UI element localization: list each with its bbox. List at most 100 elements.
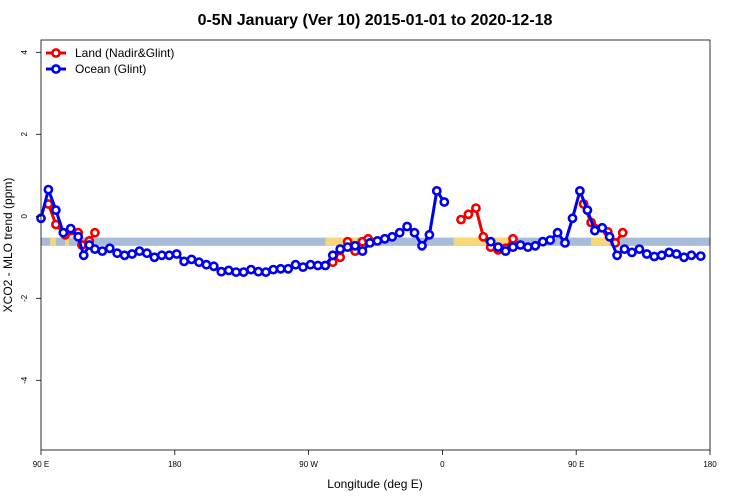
y-tick-label-2: 0: [20, 214, 29, 219]
series-1-point-1-16: [604, 231, 615, 242]
series-1-point-1-26: [679, 252, 689, 263]
series-1-point-1-13: [582, 205, 593, 215]
series-1: [36, 184, 706, 277]
series-1-point-0-42: [342, 242, 353, 252]
series-1-point-1-17: [612, 250, 622, 261]
series-1-point-0-44: [357, 246, 368, 256]
series-1-point-0-6: [78, 250, 89, 261]
series-1-point-1-24: [664, 247, 674, 258]
series-1-point-0-49: [394, 227, 405, 238]
legend-marker-1: [51, 64, 61, 74]
series-1-point-1-19: [627, 247, 637, 258]
series-1-point-1-0: [485, 236, 496, 247]
series-0-point-2-2: [470, 203, 481, 213]
series-0-point-1-1: [335, 252, 346, 263]
series-1-point-0-51: [409, 227, 420, 238]
series-1-point-1-6: [530, 240, 541, 251]
series-1-point-0-30: [253, 266, 264, 277]
series-1-point-1-7: [537, 236, 548, 247]
x-tick-label-0: 90 E: [33, 460, 49, 469]
x-axis: 90 E 180 90 W 0 90 E 180: [33, 450, 717, 469]
x-tick-label-2: 90 W: [299, 460, 318, 469]
series-1-point-0-16: [149, 252, 160, 263]
y-axis-label: XCO2 - MLO trend (ppm): [1, 178, 15, 313]
series-1-point-1-9: [552, 227, 563, 238]
series-1-point-1-5: [523, 242, 533, 252]
series-1-point-1-22: [649, 251, 660, 262]
land-band-2: [325, 237, 357, 246]
series-1-point-0-3: [58, 227, 69, 238]
land-band-0: [50, 237, 56, 246]
series-0-point-2-0: [456, 214, 466, 225]
series-1-point-0-20: [179, 256, 189, 267]
y-tick-label-3: 2: [20, 132, 29, 137]
series-0-point-0-6: [90, 227, 100, 238]
y-axis: -4 -2 0 2 4: [20, 50, 41, 384]
y-tick-label-0: -4: [20, 376, 29, 384]
series-1-point-0-45: [364, 237, 375, 248]
x-axis-label: Longitude (deg E): [327, 477, 422, 491]
series-1-point-1-2: [500, 246, 511, 256]
series-1-point-0-1: [43, 184, 54, 195]
series-1-point-1-12: [575, 185, 585, 196]
series-1-point-0-21: [186, 254, 197, 265]
series-1-point-0-40: [327, 250, 338, 261]
series-1-point-0-53: [424, 229, 435, 240]
chart-title: 0-5N January (Ver 10) 2015-01-01 to 2020…: [198, 12, 553, 29]
y-tick-label-4: 4: [20, 50, 29, 55]
series-1-point-0-32: [268, 264, 279, 275]
series-1-point-0-24: [208, 261, 219, 272]
series-1-point-0-19: [171, 249, 182, 259]
series-1-point-0-2: [51, 205, 61, 215]
series-1-point-0-27: [231, 267, 241, 277]
series-1-point-0-4: [65, 223, 76, 234]
legend-marker-0: [51, 48, 61, 58]
series-1-point-0-54: [431, 185, 442, 196]
series-1-point-1-8: [545, 235, 556, 245]
series-1-point-1-28: [695, 251, 706, 261]
series-1-point-1-11: [567, 213, 578, 224]
land-band-1: [65, 237, 69, 246]
series-1-point-1-10: [560, 237, 570, 248]
land-band-4: [591, 237, 610, 246]
series-0-point-2-3: [478, 231, 489, 242]
series-1-point-0-52: [417, 240, 427, 251]
series-1-point-0-26: [223, 265, 234, 276]
series-1-point-0-8: [90, 244, 100, 254]
series-1-point-0-50: [402, 221, 412, 232]
series-1-point-0-43: [350, 240, 360, 251]
series-0-point-2-7: [508, 233, 518, 244]
series-0-point-3-4: [617, 227, 628, 238]
x-tick-label-4: 90 E: [568, 460, 584, 469]
legend-label-1: Ocean (Glint): [75, 62, 146, 76]
series-1-point-1-18: [619, 244, 630, 254]
x-tick-label-3: 0: [440, 460, 445, 469]
series-1-point-0-47: [379, 233, 390, 244]
series-1-point-0-37: [305, 259, 316, 270]
series-1-point-0-34: [283, 263, 294, 274]
plot-frame: [40, 39, 711, 451]
series-1-point-0-36: [298, 262, 308, 272]
x-tick-label-1: 180: [168, 460, 182, 469]
series-1-point-0-23: [201, 259, 212, 270]
series-1-point-0-5: [73, 231, 84, 242]
series-1-point-0-10: [104, 243, 115, 254]
legend: Land (Nadir&Glint) Ocean (Glint): [46, 46, 174, 76]
series-1-point-1-27: [686, 250, 697, 261]
series-1-point-1-3: [508, 242, 518, 252]
land-band-3: [453, 237, 512, 246]
series-1-point-0-55: [439, 197, 450, 207]
series-1-point-0-25: [216, 266, 227, 277]
series-1-point-0-39: [320, 260, 331, 271]
series-1-point-0-15: [141, 248, 152, 259]
series-0-point-2-1: [463, 209, 474, 220]
series-1-point-0-18: [164, 250, 175, 261]
series-1-point-0-48: [387, 231, 398, 242]
series-layer: [36, 184, 706, 277]
series-1-point-1-21: [641, 249, 652, 259]
legend-label-0: Land (Nadir&Glint): [75, 46, 174, 60]
x-tick-label-5: 180: [703, 460, 717, 469]
y-tick-label-1: -2: [20, 294, 29, 302]
series-1-point-0-12: [119, 250, 130, 261]
